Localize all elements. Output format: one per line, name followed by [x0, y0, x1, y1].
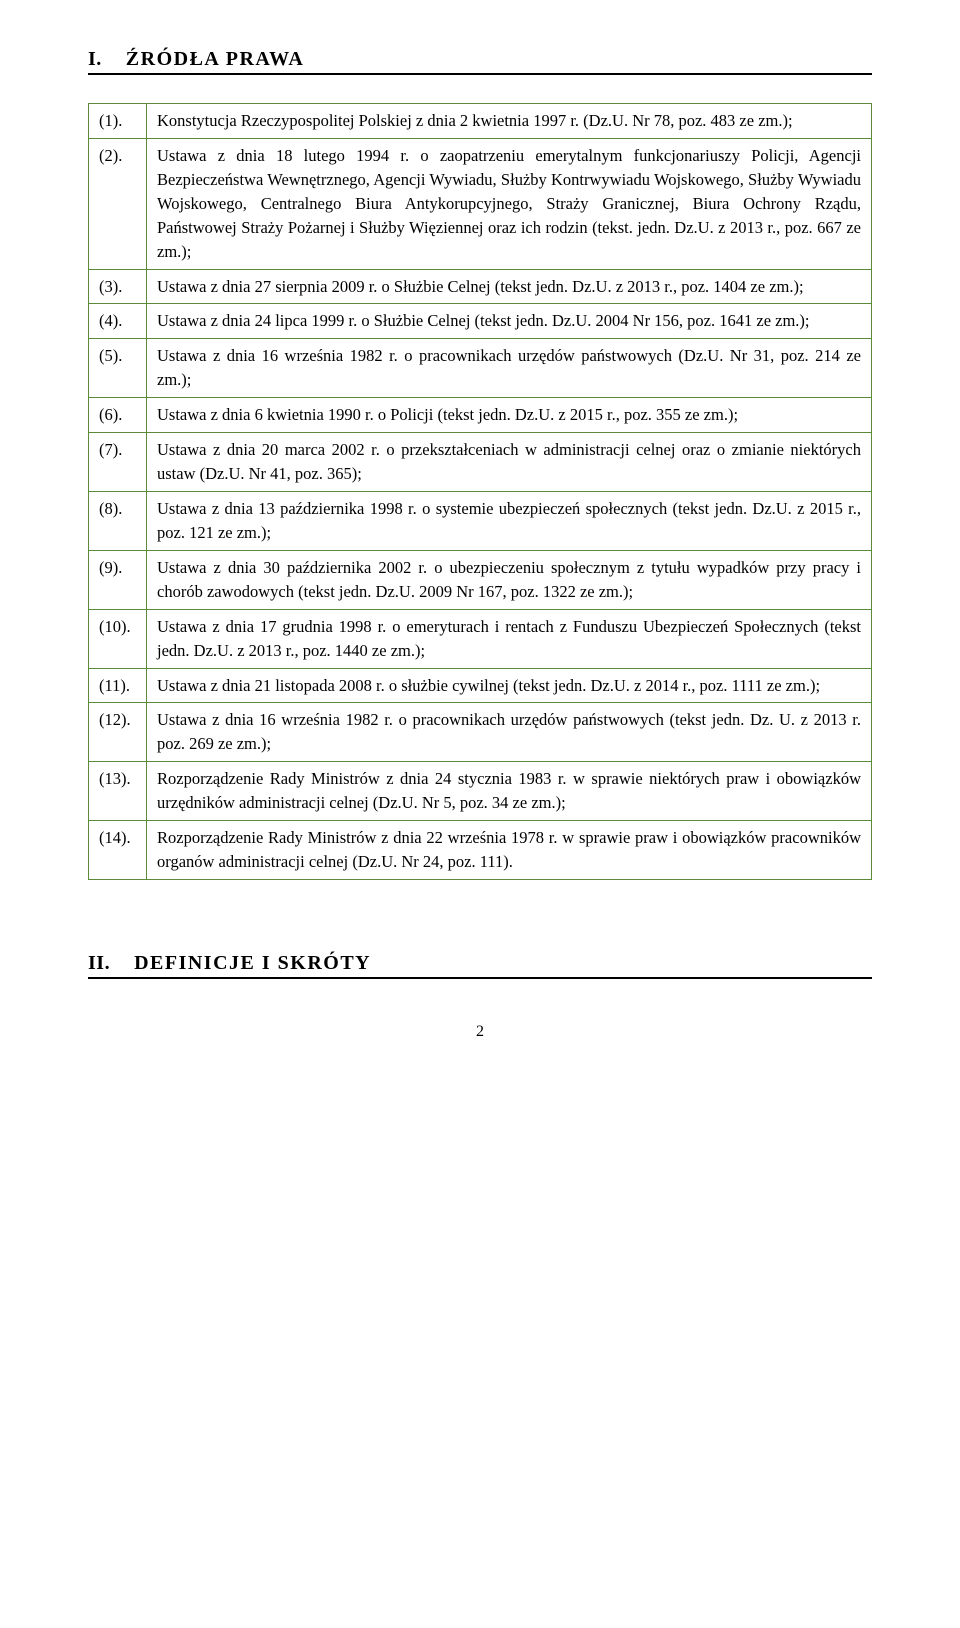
item-text: Ustawa z dnia 18 lutego 1994 r. o zaopat… [147, 138, 872, 269]
item-text: Ustawa z dnia 6 kwietnia 1990 r. o Polic… [147, 398, 872, 433]
table-row: (14).Rozporządzenie Rady Ministrów z dni… [89, 821, 872, 880]
table-row: (8).Ustawa z dnia 13 października 1998 r… [89, 491, 872, 550]
item-text: Ustawa z dnia 13 października 1998 r. o … [147, 491, 872, 550]
item-number: (6). [89, 398, 147, 433]
table-row: (7).Ustawa z dnia 20 marca 2002 r. o prz… [89, 433, 872, 492]
item-number: (1). [89, 104, 147, 139]
item-text: Ustawa z dnia 16 września 1982 r. o prac… [147, 339, 872, 398]
table-row: (2).Ustawa z dnia 18 lutego 1994 r. o za… [89, 138, 872, 269]
table-row: (11).Ustawa z dnia 21 listopada 2008 r. … [89, 668, 872, 703]
section-number-1: I. [88, 48, 102, 71]
section-title-2: DEFINICJE I SKRÓTY [134, 952, 371, 975]
item-text: Ustawa z dnia 21 listopada 2008 r. o słu… [147, 668, 872, 703]
section-number-2: II. [88, 952, 110, 975]
item-number: (8). [89, 491, 147, 550]
item-text: Ustawa z dnia 17 grudnia 1998 r. o emery… [147, 609, 872, 668]
section-header-1: I. ŹRÓDŁA PRAWA [88, 48, 872, 75]
item-number: (7). [89, 433, 147, 492]
item-number: (2). [89, 138, 147, 269]
table-row: (3).Ustawa z dnia 27 sierpnia 2009 r. o … [89, 269, 872, 304]
table-row: (13).Rozporządzenie Rady Ministrów z dni… [89, 762, 872, 821]
item-number: (5). [89, 339, 147, 398]
item-text: Ustawa z dnia 30 października 2002 r. o … [147, 550, 872, 609]
table-row: (5).Ustawa z dnia 16 września 1982 r. o … [89, 339, 872, 398]
item-number: (4). [89, 304, 147, 339]
section-header-2: II. DEFINICJE I SKRÓTY [88, 952, 872, 979]
table-row: (9).Ustawa z dnia 30 października 2002 r… [89, 550, 872, 609]
table-row: (1).Konstytucja Rzeczypospolitej Polskie… [89, 104, 872, 139]
item-text: Ustawa z dnia 16 września 1982 r. o prac… [147, 703, 872, 762]
table-row: (4).Ustawa z dnia 24 lipca 1999 r. o Słu… [89, 304, 872, 339]
item-number: (3). [89, 269, 147, 304]
item-text: Rozporządzenie Rady Ministrów z dnia 22 … [147, 821, 872, 880]
item-number: (10). [89, 609, 147, 668]
item-number: (13). [89, 762, 147, 821]
references-table: (1).Konstytucja Rzeczypospolitej Polskie… [88, 103, 872, 880]
item-text: Ustawa z dnia 24 lipca 1999 r. o Służbie… [147, 304, 872, 339]
item-text: Konstytucja Rzeczypospolitej Polskiej z … [147, 104, 872, 139]
page-number: 2 [88, 1023, 872, 1041]
item-number: (9). [89, 550, 147, 609]
item-text: Ustawa z dnia 27 sierpnia 2009 r. o Służ… [147, 269, 872, 304]
section-title-1: ŹRÓDŁA PRAWA [126, 48, 305, 71]
item-number: (11). [89, 668, 147, 703]
item-number: (14). [89, 821, 147, 880]
table-row: (6).Ustawa z dnia 6 kwietnia 1990 r. o P… [89, 398, 872, 433]
spacer [88, 880, 872, 952]
table-row: (12).Ustawa z dnia 16 września 1982 r. o… [89, 703, 872, 762]
item-text: Rozporządzenie Rady Ministrów z dnia 24 … [147, 762, 872, 821]
table-row: (10).Ustawa z dnia 17 grudnia 1998 r. o … [89, 609, 872, 668]
item-text: Ustawa z dnia 20 marca 2002 r. o przeksz… [147, 433, 872, 492]
item-number: (12). [89, 703, 147, 762]
